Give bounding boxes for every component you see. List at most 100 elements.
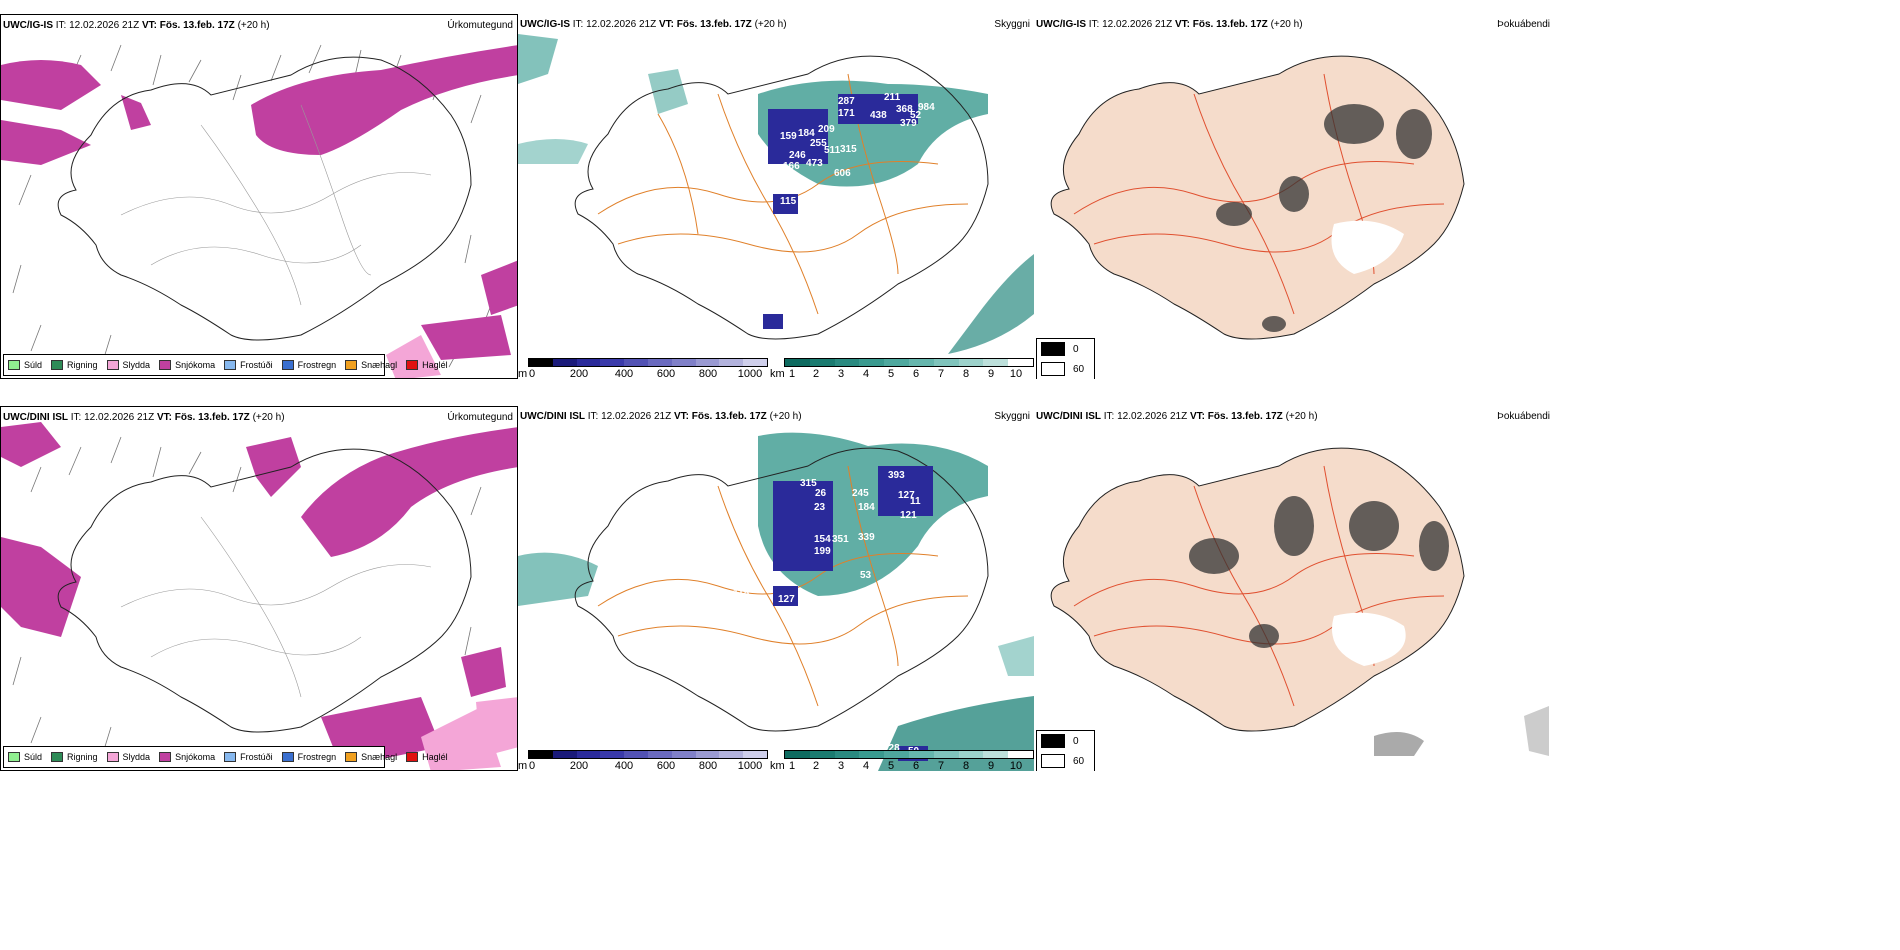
- legend-swatch: [406, 360, 419, 370]
- parameter-name: Úrkomutegund: [447, 20, 513, 31]
- height-tick: 400: [614, 368, 634, 379]
- height-tick: 800: [698, 760, 718, 771]
- cloud-base-value: 984: [918, 102, 935, 113]
- legend-item: Haglél: [406, 360, 448, 370]
- legend-item: Snæhagl: [345, 752, 397, 762]
- cloud-base-value: 171: [838, 108, 855, 119]
- cloud-base-value: 154: [814, 534, 831, 545]
- legend-swatch: [106, 752, 119, 762]
- height-tick: 0: [528, 760, 536, 771]
- height-tick: 400: [614, 760, 634, 771]
- cloud-base-value: 511: [824, 145, 841, 156]
- colorbar-segment: [834, 751, 860, 758]
- legend-swatch: [106, 360, 119, 370]
- colorbar-segment: [1008, 751, 1033, 758]
- legend-item: Snæhagl: [345, 360, 397, 370]
- visibility-tick: 9: [987, 760, 995, 771]
- fog-legend-swatch: [1041, 362, 1065, 376]
- cloud-base-panel-bottom: UWC/DINI ISL IT: 12.02.2026 21Z VT: Fös.…: [518, 406, 1034, 771]
- cloud-base-value: 232: [838, 600, 855, 611]
- height-tick: 1000: [737, 760, 763, 771]
- cloud-base-value: 128: [883, 743, 900, 754]
- fog-legend-row: 60: [1037, 359, 1094, 379]
- legend-item: Frostúði: [224, 360, 273, 370]
- visibility-tick: 2: [812, 368, 820, 379]
- cloud-base-value: 393: [888, 470, 905, 481]
- cloud-base-value: 127: [778, 594, 795, 605]
- visibility-tick: 1: [788, 760, 796, 771]
- precip-type-panel-bottom: UWC/DINI ISL IT: 12.02.2026 21Z VT: Fös.…: [0, 406, 518, 771]
- cloud-base-value: 315: [800, 478, 817, 489]
- parameter-name: Þokuábendi: [1497, 411, 1550, 422]
- colorbar-segment: [719, 751, 744, 758]
- cloud-base-value: 379: [900, 118, 917, 129]
- legend-swatch: [8, 360, 20, 370]
- colorbar-segment: [529, 751, 553, 758]
- cloud-base-value: 26: [815, 488, 827, 499]
- visibility-tick: 8: [962, 760, 970, 771]
- colorbar-segment: [576, 359, 601, 366]
- visibility-tick: 4: [862, 760, 870, 771]
- colorbar-segment: [552, 751, 577, 758]
- visibility-tick: 3: [837, 368, 845, 379]
- height-unit: m: [518, 368, 528, 379]
- colorbar-segment: [671, 751, 696, 758]
- colorbar-segment: [834, 359, 860, 366]
- legend-item: Frostregn: [281, 752, 336, 762]
- parameter-name: Þokuábendi: [1497, 19, 1550, 30]
- fog-legend-swatch: [1041, 734, 1065, 748]
- cloud-base-value: 209: [818, 124, 835, 135]
- cloud-base-value: 245: [852, 488, 869, 499]
- height-tick: 1000: [737, 368, 763, 379]
- colorbar-segment: [1008, 359, 1033, 366]
- colorbar-segment: [743, 751, 767, 758]
- height-tick: 800: [698, 368, 718, 379]
- cloud-base-value: 184: [858, 502, 875, 513]
- legend-item: Rigning: [51, 360, 98, 370]
- colorbar-segment: [719, 359, 744, 366]
- colorbar-segment: [809, 751, 835, 758]
- colorbar-segment: [859, 751, 885, 758]
- legend-swatch: [159, 752, 172, 762]
- precip-map: [1, 44, 517, 378]
- legend-swatch: [224, 752, 237, 762]
- colorbar-segment: [552, 359, 577, 366]
- visibility-tick: 10: [1009, 760, 1023, 771]
- legend-swatch: [345, 360, 358, 370]
- cloud-base-value: 606: [834, 168, 851, 179]
- panel-title: UWC/IG-IS IT: 12.02.2026 21Z VT: Fös. 13…: [520, 19, 787, 30]
- legend-item: Haglél: [406, 752, 448, 762]
- legend-swatch: [345, 752, 358, 762]
- legend-swatch: [51, 360, 64, 370]
- cloud-base-value: 255: [810, 138, 827, 149]
- fog-legend: 0 60: [1036, 338, 1095, 379]
- cloud-base-value: 159: [780, 131, 797, 142]
- colorbar-segment: [695, 751, 720, 758]
- colorbar-segment: [809, 359, 835, 366]
- parameter-name: Úrkomutegund: [447, 412, 513, 423]
- visibility-colorbar: km 1 2 3 4 5 6 7 8 9 10: [770, 358, 1034, 379]
- precip-type-panel-top: UWC/IG-IS IT: 12.02.2026 21Z VT: Fös. 13…: [0, 14, 518, 379]
- colorbar-segment: [933, 751, 959, 758]
- cloud-base-value: 118: [733, 588, 750, 599]
- height-tick: 200: [569, 368, 589, 379]
- cloud-base-value: 121: [900, 510, 917, 521]
- height-colorbar-strip: [528, 358, 768, 367]
- legend-swatch: [281, 752, 294, 762]
- cloud-base-value: 11: [910, 496, 921, 507]
- cloud-base-value: 339: [858, 532, 875, 543]
- precip-map: [1, 422, 517, 770]
- cloud-base-value: 351: [832, 534, 849, 545]
- visibility-unit: km: [770, 368, 785, 379]
- cloud-base-value: 184: [798, 128, 815, 139]
- legend-item: Súld: [8, 752, 42, 762]
- legend-item: Frostúði: [224, 752, 273, 762]
- height-colorbar: m 0 200 400 600 800 1000: [518, 750, 768, 771]
- visibility-colorbar: km 1 2 3 4 5 6 7 8 9 10: [770, 750, 1034, 771]
- colorbar-segment: [529, 359, 553, 366]
- colorbar-segment: [695, 359, 720, 366]
- visibility-colorbar-strip: [784, 358, 1034, 367]
